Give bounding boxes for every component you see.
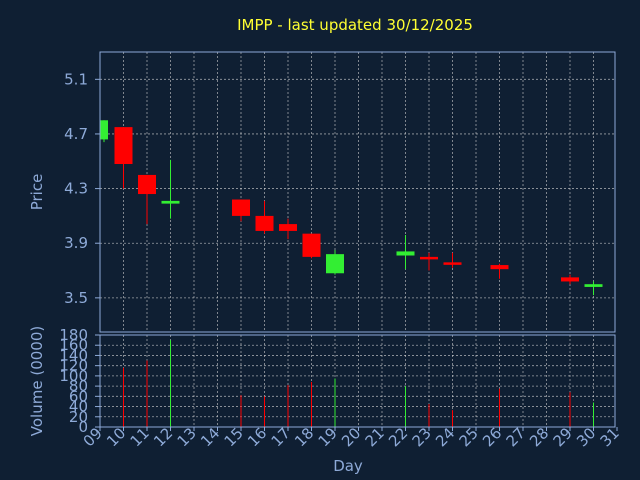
candle [114,127,133,189]
price-y-tick-label: 4.3 [64,180,88,198]
x-tick-label: 20 [338,424,364,450]
volume-y-tick-label: 40 [69,398,88,416]
volume-y-tick-label: 120 [59,357,88,375]
price-panel: 3.5 3.9 4.3 4.7 5.1 Price [28,51,616,333]
candle [302,233,321,259]
x-tick-label: 31 [597,424,623,450]
price-grid [100,52,615,332]
candle-body [420,256,438,260]
candles [100,120,603,296]
candle-body [302,233,321,257]
volume-bars [123,340,594,427]
candle-body [396,251,415,256]
candle [326,250,344,275]
volume-y-tick-label: 100 [59,367,88,385]
x-tick-label: 30 [573,424,599,450]
candle-body [490,265,509,270]
candle-body [279,224,297,231]
candle-body [255,215,274,231]
candle [279,218,297,240]
volume-y-tick-label: 180 [59,326,88,344]
candle [138,174,156,225]
price-y-tick-label: 4.7 [64,125,88,143]
x-tick-label: 18 [291,424,317,450]
price-y-ticks: 3.5 3.9 4.3 4.7 5.1 [64,70,100,307]
candle [161,159,180,219]
volume-grid [100,335,615,427]
volume-y-tick-label: 140 [59,346,88,364]
volume-plot-frame [99,334,616,428]
price-y-tick-label: 3.9 [64,234,88,252]
candle-body [443,262,462,265]
candle-body [326,254,344,274]
volume-y-tick-label: 60 [69,387,88,405]
x-tick-label: 12 [150,424,176,450]
x-tick-label: 17 [268,424,294,450]
x-tick-label: 14 [197,424,223,450]
x-tick-label: 13 [174,424,200,450]
x-tick-label: 22 [385,424,411,450]
candle [584,281,603,296]
price-y-tick-label: 5.1 [64,70,88,88]
candle [443,252,462,268]
candle-body [561,277,579,282]
volume-y-tick-label: 80 [69,377,88,395]
x-tick-label: 11 [127,424,153,450]
candle-body [232,199,250,216]
candle-body [100,120,108,140]
candle-body [114,127,133,164]
candle [100,120,108,143]
x-tick-label: 23 [409,424,435,450]
x-tick-label: 28 [526,424,552,450]
x-ticks: 0910111213141516171819202122232425262728… [80,424,623,450]
chart-title: IMPP - last updated 30/12/2025 [237,16,473,34]
price-axis-label: Price [28,174,46,211]
x-axis-label: Day [333,457,363,475]
candle [255,200,274,234]
x-tick-label: 24 [432,424,458,450]
candle-body [161,200,180,204]
candle [561,274,579,285]
candle-body [138,174,156,195]
candle [396,235,415,270]
volume-axis-label: Volume (0000) [28,326,46,436]
x-tick-label: 16 [244,424,270,450]
volume-y-tick-label: 20 [69,408,88,426]
x-tick-label: 10 [103,424,129,450]
price-plot-frame [99,51,616,333]
x-tick-label: 15 [221,424,247,450]
candle [420,252,438,271]
x-tick-label: 21 [362,424,388,450]
candle [232,199,250,222]
x-tick-label: 25 [456,424,482,450]
x-tick-label: 19 [315,424,341,450]
volume-y-tick-label: 160 [59,336,88,354]
volume-y-tick-label: 0 [78,418,88,436]
candle-body [584,284,603,287]
x-tick-label: 26 [479,424,505,450]
x-tick-label: 27 [503,424,529,450]
candle [490,263,509,279]
x-tick-label: 29 [550,424,576,450]
price-y-tick-label: 3.5 [64,289,88,307]
